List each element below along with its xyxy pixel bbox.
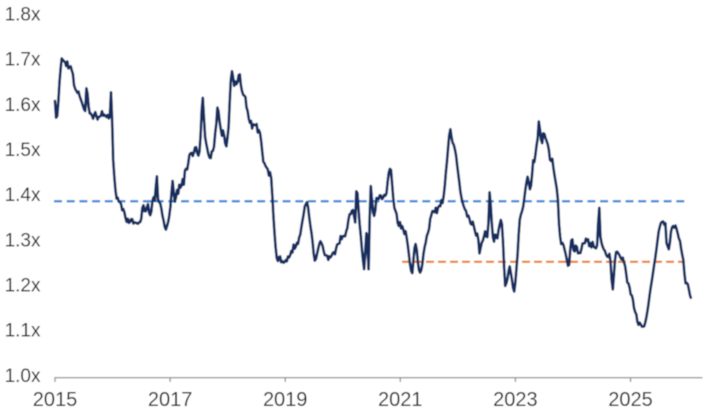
svg-text:2023: 2023 xyxy=(493,389,538,411)
svg-text:1.0x: 1.0x xyxy=(5,366,41,387)
svg-text:1.2x: 1.2x xyxy=(5,276,41,297)
svg-text:2019: 2019 xyxy=(263,389,308,411)
svg-text:1.4x: 1.4x xyxy=(5,185,41,206)
svg-text:2025: 2025 xyxy=(608,389,653,411)
svg-text:1.1x: 1.1x xyxy=(5,321,41,342)
svg-text:1.3x: 1.3x xyxy=(5,230,41,251)
svg-text:1.7x: 1.7x xyxy=(5,50,41,71)
svg-text:2015: 2015 xyxy=(33,389,78,411)
svg-text:1.6x: 1.6x xyxy=(5,95,41,116)
svg-text:2017: 2017 xyxy=(148,389,193,411)
svg-text:2021: 2021 xyxy=(378,389,423,411)
svg-text:1.8x: 1.8x xyxy=(5,5,41,26)
svg-text:1.5x: 1.5x xyxy=(5,140,41,161)
